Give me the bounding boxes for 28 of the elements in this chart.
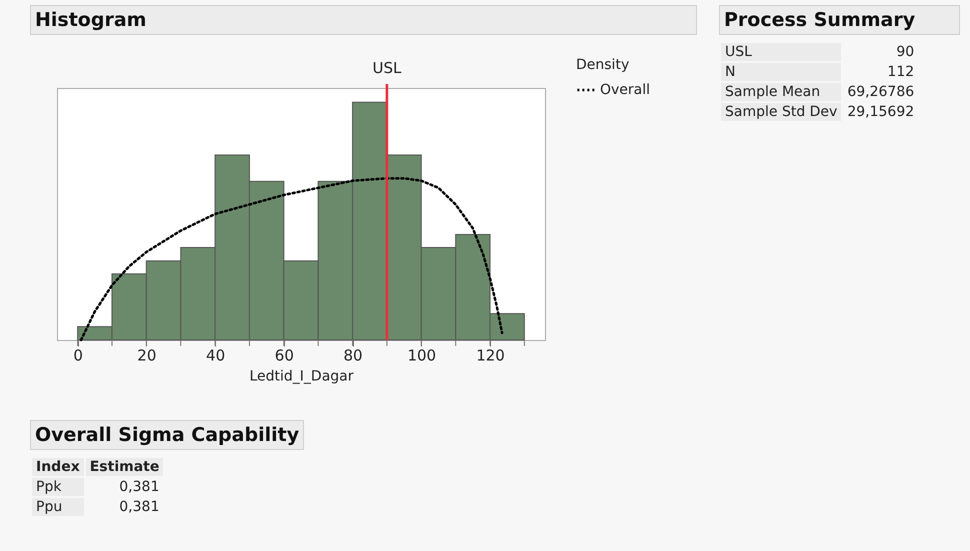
chart-title: Histogram xyxy=(30,5,697,35)
text: Sample Std Dev xyxy=(721,103,842,121)
text: USL xyxy=(721,43,842,61)
text: Process Summary xyxy=(719,5,960,35)
text: 0,381 xyxy=(118,478,160,496)
text: Overall Sigma Capability xyxy=(30,420,304,450)
text: Sample Mean xyxy=(721,83,842,101)
text: Ppu xyxy=(32,498,84,516)
x-tick-label: 100 xyxy=(407,346,436,364)
category-label: Estimate xyxy=(86,458,164,476)
x-tick-label: 80 xyxy=(344,346,363,364)
text: 29,15692 xyxy=(846,103,916,121)
x-axis-title: Ledtid_I_Dagar xyxy=(249,368,354,384)
ref-line-label: USL xyxy=(372,59,402,77)
text: N xyxy=(721,63,842,81)
text: 112 xyxy=(886,63,916,81)
category-label: Index xyxy=(32,458,84,476)
x-tick-label: 60 xyxy=(274,346,294,364)
text: 69,26786 xyxy=(846,83,916,101)
x-tick-label: 20 xyxy=(137,346,156,364)
x-tick-label: 120 xyxy=(476,346,505,364)
legend-title: Density xyxy=(576,57,630,73)
x-tick-label: 40 xyxy=(206,346,226,364)
x-tick-label: 0 xyxy=(73,346,83,364)
text: 0,381 xyxy=(118,498,160,516)
text: 90 xyxy=(895,43,916,61)
text: Ppk xyxy=(32,478,84,496)
legend-label: Overall xyxy=(600,82,650,98)
